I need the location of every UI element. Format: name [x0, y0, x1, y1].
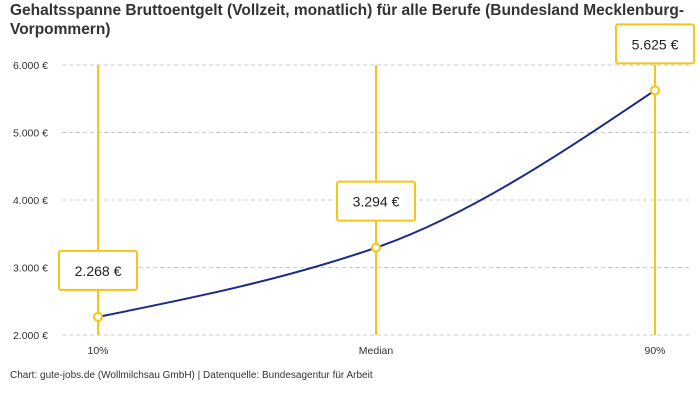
y-tick-label: 2.000 €	[13, 330, 48, 342]
data-label-box	[336, 180, 416, 222]
data-label-box	[615, 23, 695, 65]
y-tick-label: 3.000 €	[13, 263, 48, 275]
y-tick-label: 4.000 €	[13, 195, 48, 207]
data-point	[93, 311, 103, 322]
data-point	[371, 242, 381, 253]
data-label: 3.294 €	[353, 194, 400, 210]
data-label-box	[58, 249, 138, 291]
x-tick-label: 10%	[87, 345, 108, 357]
chart-footer: Chart: gute-jobs.de (Wollmilchsau GmbH) …	[10, 370, 373, 381]
y-tick-label: 5.000 €	[13, 128, 48, 140]
x-tick-label: 90%	[644, 345, 665, 357]
data-label: 2.268 €	[75, 263, 122, 279]
y-tick-label: 6.000 €	[13, 60, 48, 72]
x-tick-label: Median	[359, 345, 394, 357]
data-point	[650, 85, 660, 96]
data-label: 5.625 €	[632, 36, 679, 52]
chart-title: Gehaltsspanne Bruttoentgelt (Vollzeit, m…	[10, 2, 685, 38]
